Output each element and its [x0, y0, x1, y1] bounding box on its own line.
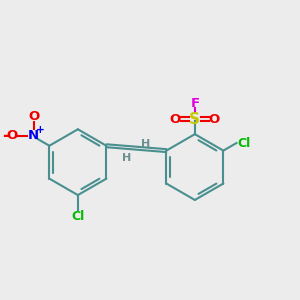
- Text: S: S: [189, 112, 200, 127]
- Text: Cl: Cl: [238, 136, 251, 150]
- Text: O: O: [28, 110, 39, 123]
- Text: H: H: [141, 139, 150, 149]
- Text: -: -: [2, 127, 9, 145]
- Text: +: +: [35, 125, 44, 135]
- Text: O: O: [209, 112, 220, 125]
- Text: N: N: [28, 129, 39, 142]
- Text: O: O: [170, 112, 181, 125]
- Text: F: F: [190, 97, 200, 110]
- Text: Cl: Cl: [71, 210, 85, 223]
- Text: O: O: [6, 129, 17, 142]
- Text: H: H: [122, 153, 131, 163]
